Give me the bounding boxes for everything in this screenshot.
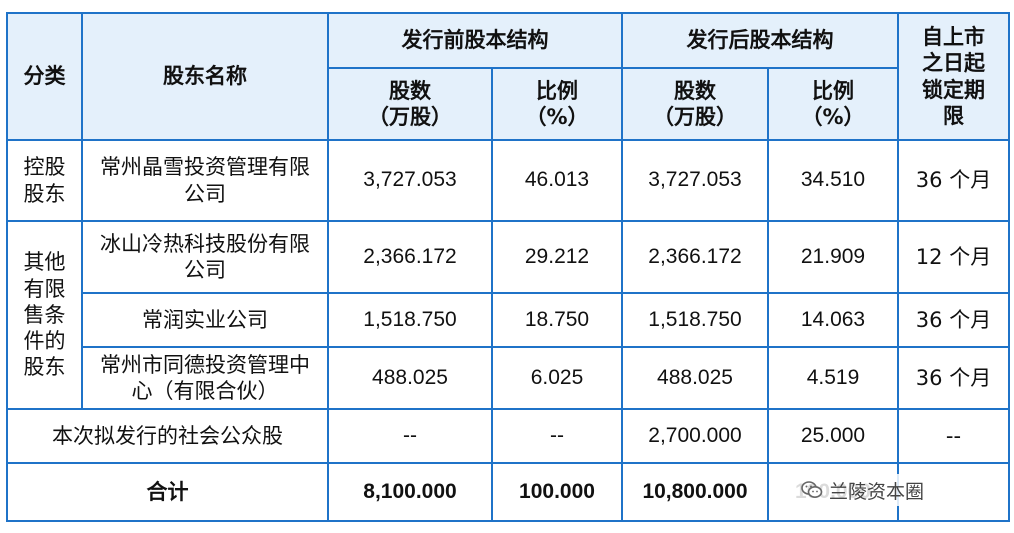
shareholder-name-cell: 常州市同德投资管理中心（有限合伙） — [81, 346, 329, 410]
watermark: 兰陵资本圈 — [795, 474, 931, 506]
group-label-restricted: 其他有限售条件的股东 — [6, 220, 83, 410]
header-category: 分类 — [6, 12, 83, 141]
header-post-shares: 股数 （万股） — [621, 67, 769, 141]
group-label-text: 控股股东 — [23, 155, 66, 206]
shareholder-name-cell: 常州晶雪投资管理有限公司 — [81, 139, 329, 222]
post-ratio-cell: 4.519 — [767, 346, 899, 410]
lockup-cell: 36 个月 — [897, 292, 1010, 348]
post-shares-cell: 2,700.000 — [621, 408, 769, 464]
header-pre-shares: 股数 （万股） — [327, 67, 493, 141]
ratio-label: 比例 — [812, 78, 854, 103]
total-post-shares: 10,800.000 — [621, 462, 769, 522]
table-row: 控股股东 常州晶雪投资管理有限公司 3,727.053 46.013 3,727… — [6, 139, 1010, 222]
post-shares-cell: 3,727.053 — [621, 139, 769, 222]
pre-ratio-cell: 29.212 — [491, 220, 623, 294]
pre-shares-cell: 1,518.750 — [327, 292, 493, 348]
ratio-unit: （%） — [801, 105, 865, 129]
table-row: 本次拟发行的社会公众股 -- -- 2,700.000 25.000 -- — [6, 408, 1010, 464]
table-row: 其他有限售条件的股东 冰山冷热科技股份有限公司 2,366.172 29.212… — [6, 220, 1010, 410]
ratio-unit: （%） — [525, 105, 589, 129]
total-pre-shares: 8,100.000 — [327, 462, 493, 522]
pre-ratio-cell: -- — [491, 408, 623, 464]
post-ratio-cell: 25.000 — [767, 408, 899, 464]
shareholder-name-cell: 冰山冷热科技股份有限公司 — [81, 220, 329, 294]
total-pre-ratio: 100.000 — [491, 462, 623, 522]
ratio-label: 比例 — [536, 78, 578, 103]
pre-shares-cell: 3,727.053 — [327, 139, 493, 222]
watermark-text: 兰陵资本圈 — [829, 480, 925, 503]
table-row: 常州市同德投资管理中心（有限合伙） 488.025 6.025 488.025 … — [7, 346, 1010, 410]
shares-unit: （万股） — [368, 105, 452, 129]
post-shares-cell: 1,518.750 — [621, 292, 769, 348]
post-shares-cell: 2,366.172 — [621, 220, 769, 294]
post-shares-cell: 488.025 — [621, 346, 769, 410]
capital-structure-table: 分类 股东名称 发行前股本结构 发行后股本结构 自上市之日起锁定期限 股数 （万股… — [6, 12, 1010, 522]
pre-ratio-cell: 18.750 — [491, 292, 623, 348]
shares-label: 股数 — [674, 78, 716, 103]
lockup-cell: -- — [897, 408, 1010, 464]
header-shareholder-name: 股东名称 — [81, 12, 329, 141]
lockup-cell: 36 个月 — [897, 139, 1010, 222]
header-pre-issue: 发行前股本结构 — [327, 12, 623, 69]
post-ratio-cell: 14.063 — [767, 292, 899, 348]
pre-shares-cell: 488.025 — [327, 346, 493, 410]
shareholder-name: 冰山冷热科技股份有限公司 — [100, 231, 310, 282]
lockup-cell: 36 个月 — [897, 346, 1010, 410]
lockup-cell: 12 个月 — [897, 220, 1010, 294]
pre-shares-cell: -- — [327, 408, 493, 464]
wechat-icon — [801, 480, 823, 500]
group-label-controlling: 控股股东 — [6, 139, 83, 222]
pre-shares-cell: 2,366.172 — [327, 220, 493, 294]
shares-unit: （万股） — [653, 105, 737, 129]
header-post-issue: 发行后股本结构 — [621, 12, 899, 69]
shareholder-name-cell: 常润实业公司 — [81, 292, 329, 348]
header-lockup-text: 自上市之日起锁定期限 — [922, 25, 985, 128]
shareholder-name: 常州市同德投资管理中心（有限合伙） — [100, 352, 310, 403]
header-pre-ratio: 比例 （%） — [491, 67, 623, 141]
post-ratio-cell: 34.510 — [767, 139, 899, 222]
header-post-ratio: 比例 （%） — [767, 67, 899, 141]
pre-ratio-cell: 6.025 — [491, 346, 623, 410]
group-label-text: 其他有限售条件的股东 — [23, 250, 66, 380]
header-lockup: 自上市之日起锁定期限 — [897, 12, 1010, 141]
table-row: 常润实业公司 1,518.750 18.750 1,518.750 14.063… — [7, 292, 1010, 348]
total-label: 合计 — [6, 462, 329, 522]
post-ratio-cell: 21.909 — [767, 220, 899, 294]
pre-ratio-cell: 46.013 — [491, 139, 623, 222]
shareholder-name: 常州晶雪投资管理有限公司 — [100, 155, 310, 206]
shares-label: 股数 — [389, 78, 431, 103]
total-row: 合计 8,100.000 100.000 10,800.000 100.000 — [6, 462, 1010, 522]
public-row-label: 本次拟发行的社会公众股 — [6, 408, 329, 464]
